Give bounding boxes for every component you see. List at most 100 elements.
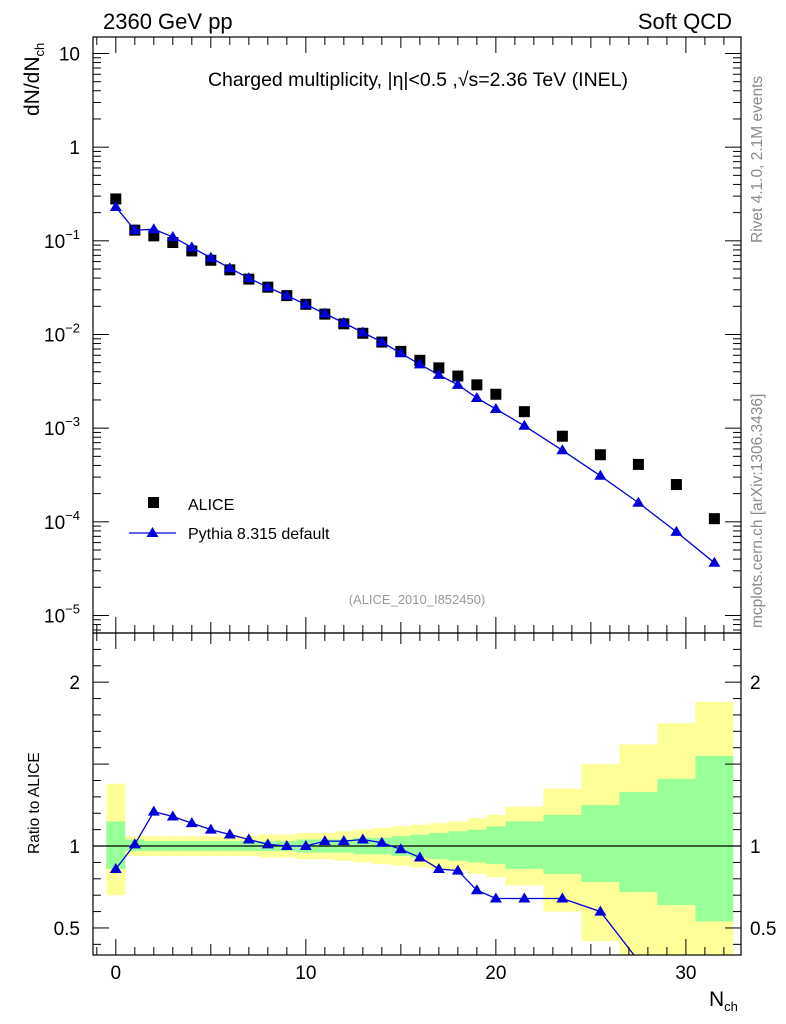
y-tick-label: 10−5 xyxy=(44,601,80,627)
ratio-axis-label: Ratio to ALICE xyxy=(26,752,43,854)
alice-data-point xyxy=(452,370,464,382)
ratio-data-point xyxy=(280,840,293,851)
y-tick-label: 10−1 xyxy=(44,227,80,253)
y-tick-label: 10 xyxy=(59,44,80,65)
stat-uncertainty-band-bin xyxy=(695,755,734,922)
alice-data-point xyxy=(556,430,568,442)
stat-uncertainty-band-bin xyxy=(505,821,544,869)
pythia-data-point xyxy=(670,525,683,536)
plot-frames-and-ticks xyxy=(92,36,742,956)
alice-data-point xyxy=(632,458,644,470)
analysis-tag: (ALICE_2010_I852450) xyxy=(349,592,486,607)
svg-text:Nch: Nch xyxy=(709,988,738,1014)
y-tick-label-exponent: −4 xyxy=(65,508,80,523)
alice-data-point xyxy=(490,388,502,400)
y-tick-label-base: 10 xyxy=(44,606,65,627)
x-tick-label: 0 xyxy=(111,963,122,984)
ratio-data-point xyxy=(204,823,217,834)
plot-title: Charged multiplicity, |η|<0.5 ,√s=2.36 T… xyxy=(208,69,628,91)
ratio-data-point xyxy=(470,884,483,895)
ratio-data-point xyxy=(128,838,141,849)
stat-uncertainty-band-bin xyxy=(486,826,506,865)
ratio-data-point xyxy=(185,817,198,828)
pythia-data-point xyxy=(337,316,350,327)
pythia-data-point xyxy=(318,307,331,318)
svg-text:dN/dNch: dN/dNch xyxy=(21,43,47,116)
pythia-data-point xyxy=(261,281,274,292)
alice-data-point xyxy=(433,362,445,374)
y-tick-label-exponent: −5 xyxy=(65,601,80,616)
stat-uncertainty-band-bin xyxy=(581,805,620,883)
legend-label-pythia: Pythia 8.315 default xyxy=(188,526,330,543)
stat-uncertainty-band-bin xyxy=(543,814,582,874)
alice-data-point xyxy=(518,406,530,418)
ratio-data-point xyxy=(432,862,445,873)
pythia-data-point xyxy=(204,251,217,262)
x-tick-label: 20 xyxy=(485,963,506,984)
pythia-data-point xyxy=(280,289,293,300)
pythia-data-point xyxy=(594,469,607,480)
ratio-data-point xyxy=(413,851,426,862)
pythia-data-point xyxy=(147,223,160,234)
energy-label: 2360 GeV pp xyxy=(103,9,233,34)
x-axis-label-main: N xyxy=(709,988,724,1011)
pythia-data-point xyxy=(451,378,464,389)
ratio-tick-label-right: 1 xyxy=(750,837,761,858)
ratio-data-point xyxy=(242,833,255,844)
ratio-panel-frame xyxy=(92,632,742,956)
ratio-tick-label-left: 0.5 xyxy=(54,919,80,940)
pythia-data-point xyxy=(166,230,179,241)
y-axis-label-sub: ch xyxy=(32,43,47,57)
ratio-tick-label-right: 0.5 xyxy=(750,919,776,940)
alice-data-point xyxy=(471,379,483,391)
pythia-data-point xyxy=(223,262,236,273)
legend-marker-pythia xyxy=(146,527,159,537)
pythia-data-point xyxy=(185,241,198,252)
pythia-data-point xyxy=(356,326,369,337)
alice-data-point xyxy=(167,236,179,248)
ratio-data-point xyxy=(337,835,350,846)
alice-data-point xyxy=(594,449,606,461)
y-tick-label-exponent: −2 xyxy=(65,320,80,335)
ratio-data-point xyxy=(594,905,607,916)
main-panel-marks xyxy=(109,193,721,567)
ratio-data-point xyxy=(299,840,312,851)
stat-uncertainty-band-bin xyxy=(657,778,696,906)
legend-marker-alice xyxy=(148,497,159,508)
pythia-data-point xyxy=(109,200,122,211)
ratio-data-point xyxy=(518,892,531,903)
ratio-data-point xyxy=(394,843,407,854)
ratio-data-point xyxy=(318,835,331,846)
pythia-data-point xyxy=(556,444,569,455)
y-tick-label-base: 10 xyxy=(44,513,65,534)
pythia-data-point xyxy=(518,419,531,430)
y-tick-label: 10−3 xyxy=(44,414,80,440)
pythia-data-point xyxy=(375,336,388,347)
pythia-data-point xyxy=(632,496,645,507)
ratio-panel-marks xyxy=(109,805,635,955)
y-tick-label-exponent: −1 xyxy=(65,227,80,242)
ratio-data-point xyxy=(489,892,502,903)
ratio-data-point xyxy=(556,892,569,903)
ratio-data-point xyxy=(356,833,369,844)
y-tick-label-base: 10 xyxy=(44,232,65,253)
y-tick-label-base: 10 xyxy=(44,419,65,440)
pythia-data-point xyxy=(242,272,255,283)
alice-data-point xyxy=(148,230,160,242)
legend: ALICE Pythia 8.315 default xyxy=(129,497,330,543)
ratio-data-point xyxy=(261,838,274,849)
ratio-data-point xyxy=(147,805,160,816)
stat-uncertainty-band-bin xyxy=(106,821,126,869)
legend-label-alice: ALICE xyxy=(188,497,234,514)
ratio-uncertainty-bands xyxy=(106,701,734,955)
ratio-data-point xyxy=(223,828,236,839)
x-axis-label-sub: ch xyxy=(724,999,738,1014)
y-tick-label-exponent: −3 xyxy=(65,414,80,429)
x-tick-label: 10 xyxy=(295,963,316,984)
ratio-data-point xyxy=(375,836,388,847)
x-tick-label: 30 xyxy=(675,963,696,984)
ratio-tick-label-right: 2 xyxy=(750,673,761,694)
y-axis-label: dN/dNch xyxy=(21,43,47,116)
